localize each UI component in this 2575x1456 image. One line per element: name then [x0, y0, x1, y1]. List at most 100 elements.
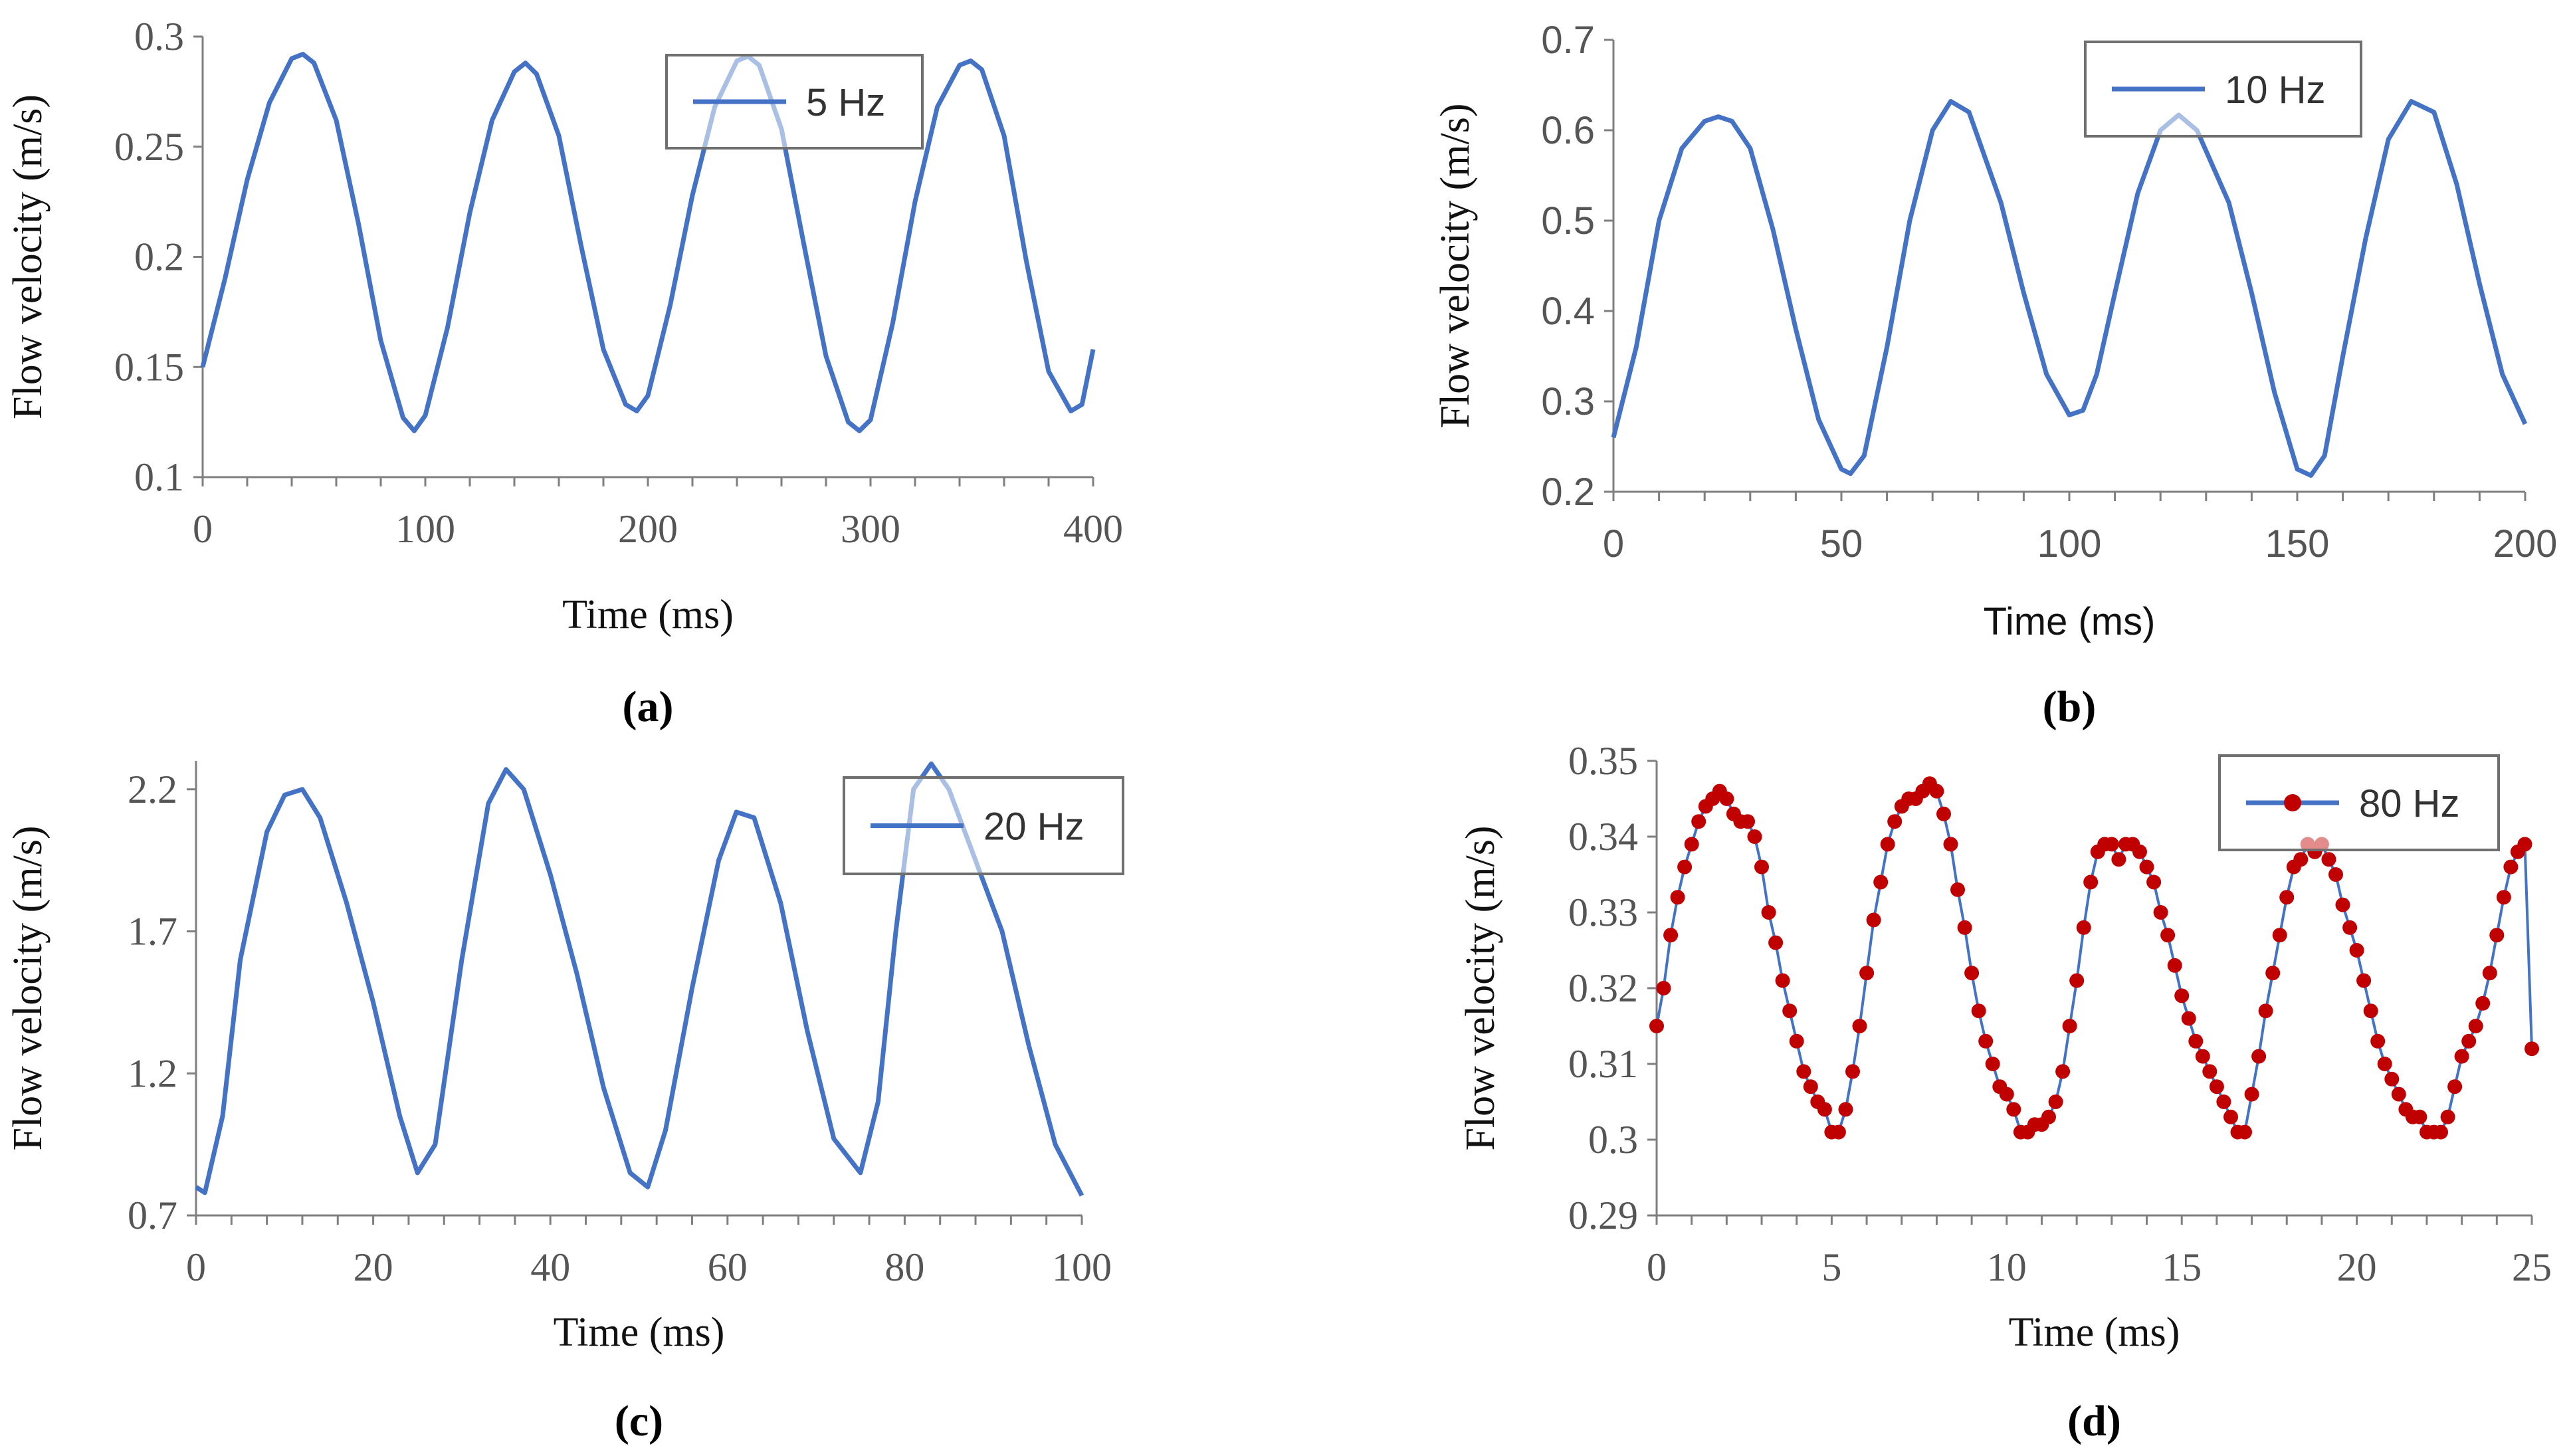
y-tick-label: 0.15 [114, 345, 184, 389]
y-axis-title: Flow velocity (m/s) [5, 825, 51, 1150]
x-axis-title: Time (ms) [562, 592, 734, 637]
x-tick-label: 80 [884, 1245, 924, 1289]
data-point [2461, 1033, 2477, 1049]
data-point [1782, 1003, 1798, 1019]
data-point [2251, 1049, 2267, 1064]
data-point [2475, 995, 2491, 1011]
data-point [1670, 890, 1685, 905]
legend-marker [2284, 794, 2301, 811]
y-tick-label: 0.25 [114, 125, 184, 169]
data-point [1817, 1102, 1832, 1117]
legend-label: 5 Hz [806, 81, 885, 124]
data-point [1852, 1019, 1867, 1033]
x-tick-label: 10 [1987, 1245, 2027, 1289]
data-point [1747, 829, 1762, 844]
data-point [1803, 1079, 1818, 1094]
y-tick-label: 0.5 [1541, 199, 1595, 243]
data-point [2279, 890, 2295, 905]
data-point [1691, 814, 1706, 829]
data-point [2132, 844, 2147, 859]
y-tick-label: 0.3 [1541, 380, 1595, 423]
y-tick-label: 0.2 [134, 235, 184, 279]
data-point [2412, 1109, 2427, 1124]
data-point [1971, 1003, 1986, 1019]
data-point [2342, 920, 2358, 935]
y-axis-title: Flow velocity (m/s) [1458, 825, 1503, 1150]
data-point [1985, 1057, 2000, 1071]
y-tick-label: 0.7 [1541, 19, 1595, 62]
x-tick-label: 20 [2337, 1245, 2377, 1289]
data-point [2104, 837, 2119, 852]
data-point [2272, 928, 2287, 943]
y-tick-label: 0.3 [1588, 1118, 1638, 1162]
data-point [2069, 973, 2085, 988]
data-point [2384, 1071, 2400, 1087]
y-tick-label: 2.2 [128, 768, 177, 811]
data-point [2188, 1033, 2204, 1049]
x-tick-label: 40 [530, 1245, 570, 1289]
data-point [1936, 806, 1951, 821]
y-tick-label: 0.32 [1568, 966, 1638, 1010]
data-point [2083, 875, 2099, 890]
data-point [2153, 905, 2168, 920]
data-point [2167, 958, 2182, 973]
data-point [1859, 966, 1875, 981]
data-point [2181, 1011, 2196, 1026]
x-tick-label: 400 [1063, 507, 1123, 551]
x-tick-label: 200 [618, 507, 678, 551]
y-tick-label: 0.1 [134, 455, 184, 499]
data-point [2370, 1033, 2386, 1049]
x-tick-label: 50 [1820, 522, 1863, 566]
x-tick-label: 300 [841, 507, 900, 551]
data-point [2517, 837, 2532, 852]
panel-label: (a) [623, 682, 674, 731]
x-axis-title: Time (ms) [554, 1310, 725, 1355]
data-point [2237, 1124, 2252, 1140]
data-point [2216, 1094, 2231, 1109]
x-tick-label: 0 [193, 507, 213, 551]
data-point [2062, 1019, 2077, 1033]
data-point [2223, 1109, 2238, 1124]
legend-label: 10 Hz [2225, 68, 2326, 112]
x-tick-label: 60 [708, 1245, 748, 1289]
data-point [2265, 966, 2281, 981]
data-point [2202, 1064, 2217, 1079]
y-tick-label: 0.34 [1568, 815, 1638, 859]
y-tick-label: 0.2 [1541, 470, 1595, 514]
data-point [1950, 882, 1965, 897]
data-point [1649, 1019, 1664, 1033]
legend-label: 20 Hz [983, 805, 1084, 849]
data-point [2328, 867, 2343, 882]
data-point [1838, 1102, 1853, 1117]
data-point [1789, 1033, 1804, 1049]
x-tick-label: 15 [2162, 1245, 2202, 1289]
x-axis-title: Time (ms) [2009, 1310, 2180, 1355]
y-tick-label: 0.31 [1568, 1042, 1638, 1086]
data-point [2489, 928, 2505, 943]
y-tick-label: 0.29 [1568, 1194, 1638, 1237]
data-point [2468, 1019, 2483, 1033]
data-point [2524, 1041, 2539, 1057]
data-point [1845, 1064, 1860, 1079]
data-point [2111, 852, 2126, 867]
panel-label: (b) [2043, 682, 2097, 731]
y-tick-label: 0.33 [1568, 890, 1638, 934]
x-tick-label: 0 [1647, 1245, 1667, 1289]
y-tick-label: 0.3 [134, 15, 184, 58]
data-point [1761, 905, 1776, 920]
data-point [2440, 1109, 2455, 1124]
panel-label: (c) [615, 1397, 663, 1445]
series-line [1611, 99, 2528, 478]
x-tick-label: 0 [1603, 522, 1624, 566]
y-tick-label: 1.2 [128, 1051, 177, 1095]
panel-label: (d) [2067, 1397, 2121, 1445]
data-point [2356, 973, 2372, 988]
data-point [1873, 875, 1889, 890]
x-tick-label: 200 [2493, 522, 2558, 566]
data-point [2006, 1102, 2021, 1117]
y-tick-label: 0.35 [1568, 739, 1638, 783]
data-point [1754, 859, 1769, 875]
x-tick-label: 150 [2265, 522, 2330, 566]
data-point [2335, 897, 2350, 912]
data-point [2195, 1049, 2210, 1064]
